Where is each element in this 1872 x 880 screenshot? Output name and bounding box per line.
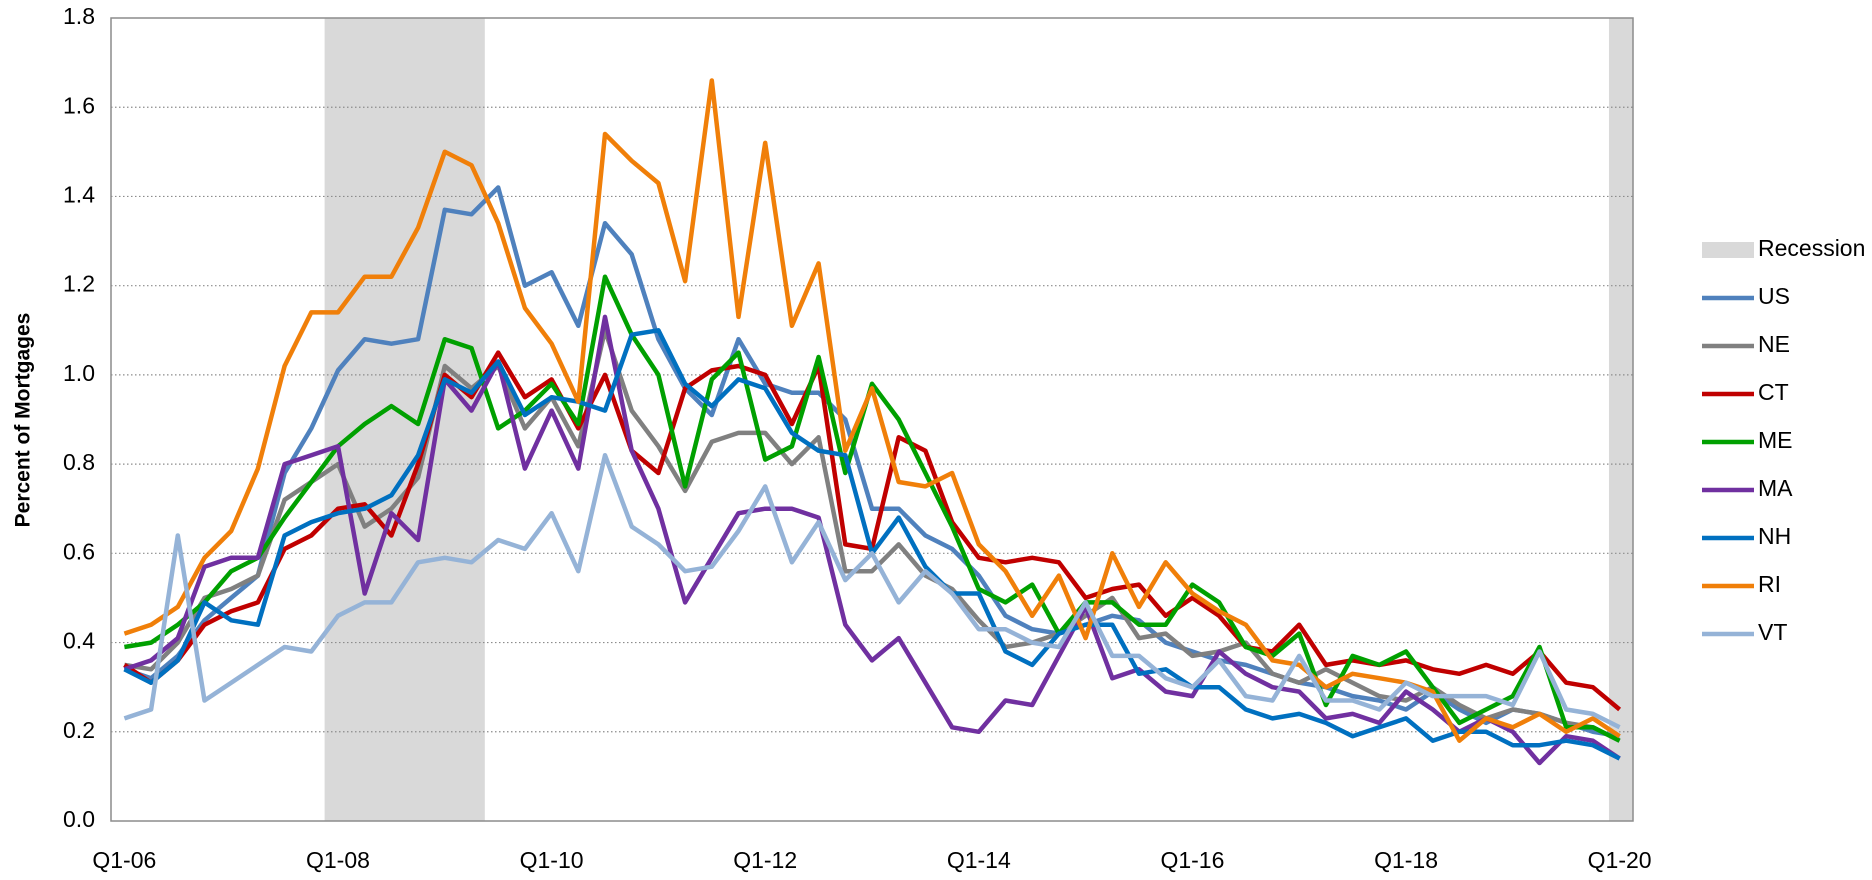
legend-label: NE (1758, 331, 1790, 357)
x-tick-label: Q1-06 (92, 847, 156, 873)
legend-swatch (1702, 242, 1754, 258)
plot-frame (110, 17, 1634, 822)
legend-label: RI (1758, 571, 1781, 597)
series-line (123, 78, 1621, 743)
y-tick-label: 0.8 (63, 449, 95, 475)
y-tick-label: 1.2 (63, 271, 95, 297)
y-tick-label: 0.4 (63, 628, 95, 654)
series-line (123, 314, 1621, 766)
y-tick-label: 0.0 (63, 806, 95, 832)
legend-label: Recession (1758, 235, 1865, 261)
x-tick-label: Q1-14 (947, 847, 1011, 873)
series-line (124, 328, 1621, 743)
y-tick-label: 0.2 (63, 717, 95, 743)
legend-label: CT (1758, 379, 1789, 405)
y-tick-label: 1.6 (63, 92, 95, 118)
x-tick-label: Q1-10 (520, 847, 584, 873)
x-tick-label: Q1-16 (1160, 847, 1224, 873)
legend-label: ME (1758, 427, 1793, 453)
recession-band (324, 18, 485, 821)
y-tick-label: 1.4 (63, 182, 95, 208)
series-line (123, 452, 1621, 730)
y-tick-label: 1.8 (63, 3, 95, 29)
legend-label: MA (1758, 475, 1793, 501)
x-tick-label: Q1-12 (733, 847, 797, 873)
legend-label: US (1758, 283, 1790, 309)
series-line (123, 185, 1620, 739)
recession-band (1608, 18, 1633, 821)
x-tick-label: Q1-20 (1588, 847, 1652, 873)
legend-label: NH (1758, 523, 1791, 549)
x-tick-label: Q1-08 (306, 847, 370, 873)
x-tick-label: Q1-18 (1374, 847, 1438, 873)
y-tick-label: 1.0 (63, 360, 95, 386)
y-axis-label: Percent of Mortgages (12, 313, 35, 528)
series-line (124, 274, 1621, 743)
legend-label: VT (1758, 619, 1787, 645)
y-tick-label: 0.6 (63, 538, 95, 564)
